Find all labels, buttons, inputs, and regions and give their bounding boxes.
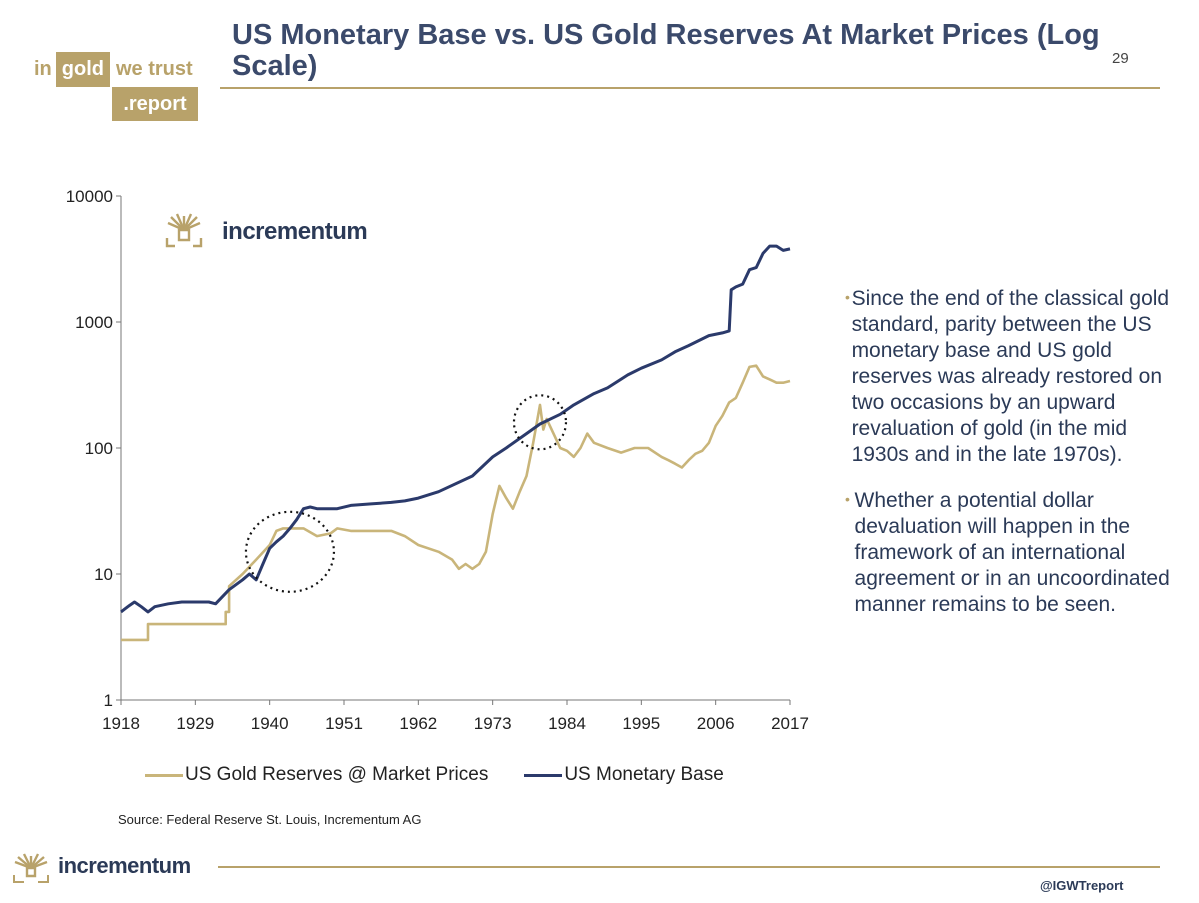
incrementum-watermark: incrementum: [165, 213, 368, 248]
legend-label-base: US Monetary Base: [564, 764, 724, 785]
x-tick-label: 1918: [102, 714, 140, 733]
source-note: Source: Federal Reserve St. Louis, Incre…: [118, 812, 422, 827]
x-tick-label: 1995: [622, 714, 660, 733]
y-tick-label: 10000: [66, 187, 113, 206]
logo-in: in: [34, 58, 52, 80]
x-tick-label: 1973: [474, 714, 512, 733]
y-tick-label: 1000: [75, 313, 113, 332]
logo-we-trust: we trust: [116, 58, 193, 80]
series-line-monetary-base: [120, 244, 791, 614]
bullet-marker: •: [845, 491, 850, 507]
x-tick-label: 1929: [176, 714, 214, 733]
legend-item-base: US Monetary Base: [524, 764, 724, 786]
footer-divider: [218, 866, 1160, 868]
annotation-layer: [244, 394, 568, 593]
logo-report: .report: [112, 87, 198, 121]
y-tick-label: 10: [94, 565, 113, 584]
in-gold-we-trust-logo: in gold we trust .report: [30, 52, 198, 121]
tree-icon-stroke: [193, 238, 203, 248]
x-tick-label: 2017: [771, 714, 809, 733]
watermark-text: incrementum: [222, 218, 367, 245]
footer-brand: incrementum: [12, 848, 191, 884]
x-tick-label: 2006: [697, 714, 735, 733]
social-handle: @IGWTreport: [1040, 878, 1124, 893]
tree-icon-stroke: [165, 238, 175, 248]
bullet-item: • Since the end of the classical gold st…: [845, 286, 1185, 468]
y-tick-label: 100: [85, 439, 113, 458]
tree-icon-stroke: [177, 228, 191, 242]
commentary-bullets: • Since the end of the classical gold st…: [845, 286, 1185, 638]
annotation-circle-1980: [512, 394, 568, 451]
x-tick-label: 1962: [399, 714, 437, 733]
footer-brand-text: incrementum: [58, 853, 191, 878]
title-divider: [220, 87, 1160, 89]
bullet-text: Whether a potential dollar devaluation w…: [854, 489, 1170, 616]
bullet-text: Since the end of the classical gold stan…: [851, 287, 1170, 466]
legend-swatch-base: [524, 773, 563, 777]
x-tick-label: 1940: [251, 714, 289, 733]
y-tick-label: 1: [104, 691, 113, 710]
chart-legend: US Gold Reserves @ Market Prices US Mone…: [145, 764, 760, 786]
legend-item-gold: US Gold Reserves @ Market Prices: [145, 764, 488, 786]
bullet-item: • Whether a potential dollar devaluation…: [845, 488, 1185, 618]
bullet-marker: •: [845, 289, 850, 305]
x-tick-label: 1984: [548, 714, 586, 733]
log-line-chart: 10000 1000 100 10 1 1918 1929 1940 1951 1962 1973 1…: [66, 187, 809, 733]
chart-axes: 10000 1000 100 10 1 1918 1929 1940 1951 1962 1973 1…: [66, 187, 809, 733]
series-layer: [120, 244, 791, 642]
annotation-circle-1940s: [244, 510, 336, 593]
tree-icon: [13, 853, 49, 883]
page-number: 29: [1112, 50, 1129, 67]
legend-swatch-gold: [145, 773, 183, 777]
tree-icon: [165, 213, 203, 248]
page-title: US Monetary Base vs. US Gold Reserves At…: [232, 19, 1100, 82]
logo-gold: gold: [55, 52, 110, 87]
legend-label-gold: US Gold Reserves @ Market Prices: [185, 764, 489, 785]
x-tick-label: 1951: [325, 714, 363, 733]
